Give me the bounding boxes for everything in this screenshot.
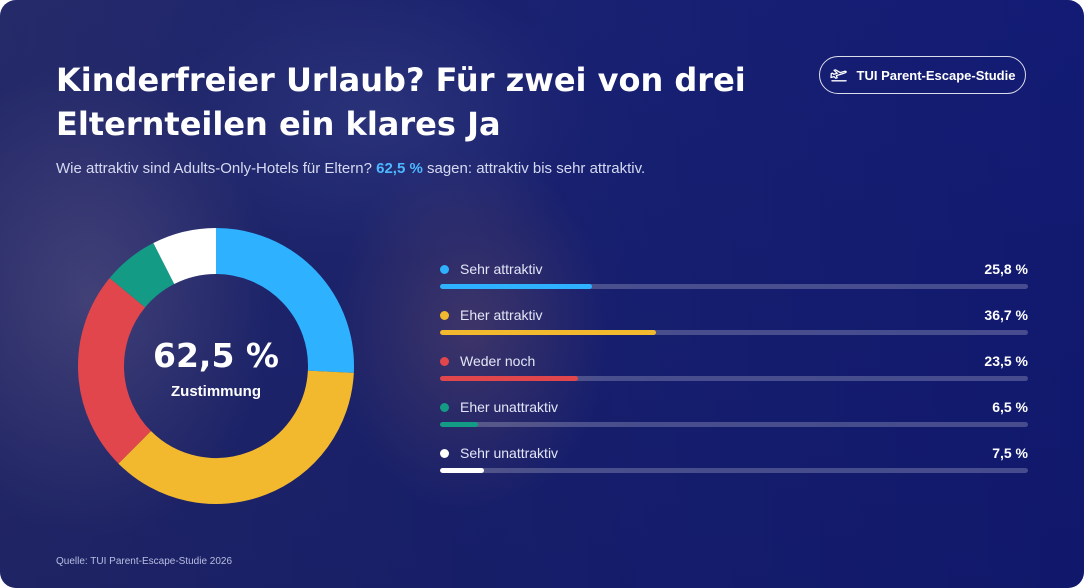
- bar-track: [440, 468, 1028, 473]
- legend-row-weder-noch: Weder noch 23,5 %: [440, 352, 1028, 398]
- legend-label: Eher unattraktiv: [460, 399, 559, 415]
- legend-row-sehr-unattraktiv: Sehr unattraktiv 7,5 %: [440, 444, 1028, 490]
- chart-title: Kinderfreier Urlaub? Für zwei von drei E…: [56, 61, 746, 143]
- donut-slice-sehr-unattraktiv: [153, 228, 217, 285]
- legend-label: Weder noch: [460, 353, 536, 369]
- bar-track: [440, 284, 1028, 289]
- legend-row-eher-attraktiv: Eher attraktiv 36,7 %: [440, 306, 1028, 352]
- legend-row-sehr-attraktiv: Sehr attraktiv 25,8 %: [440, 260, 1028, 306]
- subtitle-question: Wie attraktiv sind Adults-Only-Hotels fü…: [56, 160, 372, 177]
- bar-fill-eher-unattraktiv: [440, 422, 479, 427]
- legend-dot: [440, 449, 449, 458]
- badge-label: TUI Parent-Escape-Studie: [856, 67, 1016, 83]
- bar-fill-eher-attraktiv: [440, 330, 656, 335]
- donut-center-label: Zustimmung: [171, 383, 261, 400]
- donut-slice-sehr-attraktiv: [215, 228, 354, 373]
- legend-value: 23,5 %: [984, 353, 1028, 369]
- legend-value: 36,7 %: [984, 307, 1028, 323]
- donut-slice-eher-attraktiv: [118, 369, 354, 504]
- legend-label: Sehr unattraktiv: [460, 445, 559, 461]
- bar-track: [440, 376, 1028, 381]
- bar-fill-sehr-attraktiv: [440, 284, 592, 289]
- donut-chart: [78, 228, 354, 504]
- subtitle-conclusion: sagen: attraktiv bis sehr attraktiv.: [427, 160, 646, 177]
- donut-slice-eher-unattraktiv: [109, 243, 175, 308]
- donut-slice-weder-noch: [78, 278, 152, 464]
- bar-fill-weder-noch: [440, 376, 579, 381]
- plane-departure-icon: [829, 69, 847, 82]
- legend-label: Eher attraktiv: [460, 307, 543, 323]
- bar-fill-sehr-unattraktiv: [440, 468, 485, 473]
- source-note: Quelle: TUI Parent-Escape-Studie 2026: [56, 556, 233, 567]
- bar-track: [440, 422, 1028, 427]
- study-badge[interactable]: TUI Parent-Escape-Studie: [819, 56, 1026, 94]
- bar-legend: Sehr attraktiv 25,8 % Eher attraktiv 36,7 %…: [440, 260, 1028, 490]
- legend-dot: [440, 403, 449, 412]
- subtitle-highlight: 62,5 %: [376, 160, 423, 177]
- legend-dot: [440, 357, 449, 366]
- legend-dot: [440, 265, 449, 274]
- chart-subtitle: Wie attraktiv sind Adults-Only-Hotels fü…: [56, 160, 645, 177]
- legend-row-eher-unattraktiv: Eher unattraktiv 6,5 %: [440, 398, 1028, 444]
- legend-value: 6,5 %: [992, 399, 1028, 415]
- legend-value: 25,8 %: [984, 261, 1028, 277]
- legend-dot: [440, 311, 449, 320]
- donut-center-value: 62,5 %: [153, 336, 279, 375]
- legend-label: Sehr attraktiv: [460, 261, 543, 277]
- bar-track: [440, 330, 1028, 335]
- legend-value: 7,5 %: [992, 445, 1028, 461]
